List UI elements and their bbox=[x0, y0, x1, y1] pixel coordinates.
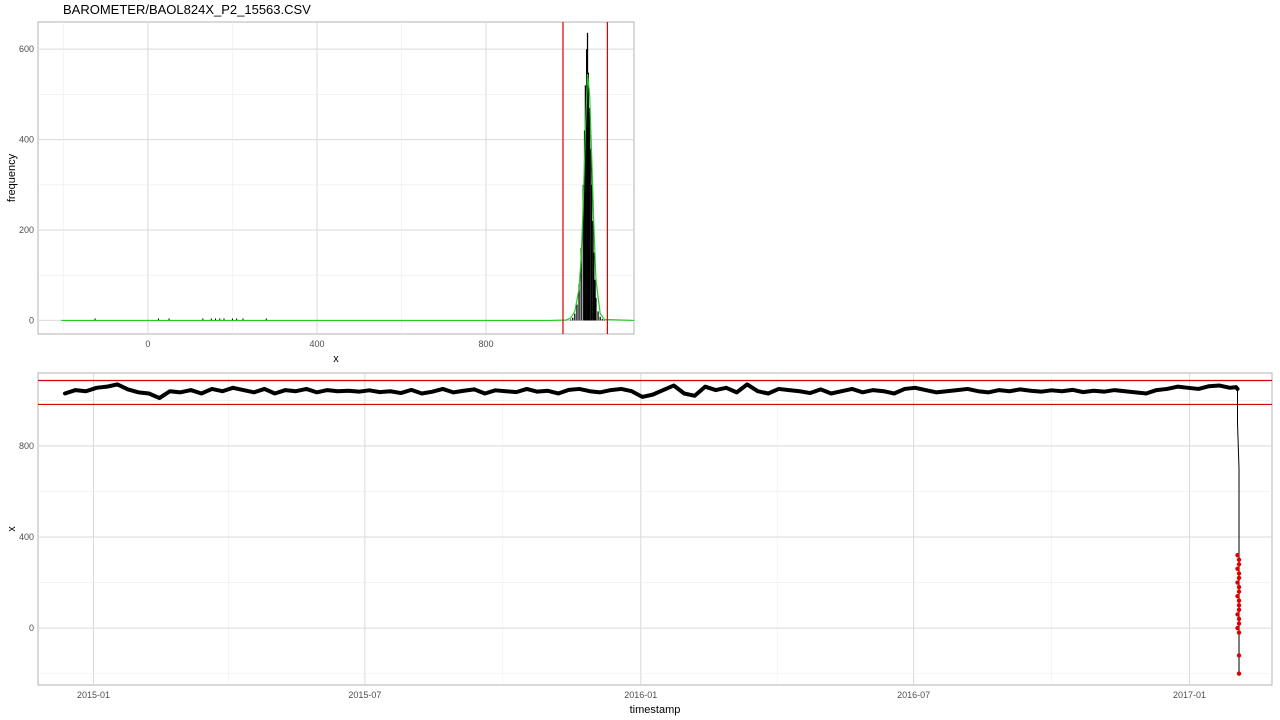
outlier-point bbox=[1236, 616, 1242, 622]
outlier-point bbox=[1236, 571, 1242, 576]
outlier-point bbox=[1236, 603, 1242, 608]
histogram-bar bbox=[574, 313, 576, 321]
x-tick-label: 2015-01 bbox=[77, 690, 110, 700]
histogram-bar bbox=[586, 49, 588, 321]
y-tick-label: 0 bbox=[29, 315, 34, 325]
histogram-bar bbox=[595, 297, 597, 321]
histogram-bar bbox=[580, 248, 582, 321]
timeseries-y-axis-title: x bbox=[6, 526, 18, 532]
x-tick-label: 2016-07 bbox=[897, 690, 930, 700]
x-tick-label: 800 bbox=[479, 339, 494, 349]
histogram-bar bbox=[592, 220, 594, 321]
y-tick-label: 400 bbox=[19, 135, 34, 145]
histogram-bar bbox=[576, 304, 578, 321]
outlier-point bbox=[1236, 607, 1242, 613]
histogram-bar bbox=[591, 184, 593, 321]
outlier-point bbox=[1236, 557, 1242, 562]
timeseries-x-ticks: 2015-01 2015-07 2016-01 2016-07 2017-01 bbox=[77, 690, 1206, 700]
x-tick-label: 2017-01 bbox=[1173, 690, 1206, 700]
timeseries-panel: 0 400 800 2015-01 2015-07 2016-01 2016-07 2017… bbox=[6, 372, 1273, 716]
histogram-bar bbox=[597, 311, 599, 321]
histogram-bar bbox=[582, 184, 584, 321]
histogram-bar bbox=[599, 316, 601, 321]
y-tick-label: 800 bbox=[19, 441, 34, 451]
outlier-point bbox=[1236, 671, 1242, 676]
histogram-bar bbox=[593, 252, 595, 321]
histogram-x-ticks: 0 400 800 bbox=[145, 339, 493, 349]
outlier-point bbox=[1235, 580, 1240, 585]
outlier-point bbox=[1236, 575, 1242, 581]
histogram-bar bbox=[603, 319, 606, 321]
outlier-point bbox=[1235, 566, 1240, 572]
outlier-point bbox=[1235, 593, 1240, 599]
outlier-point bbox=[1236, 630, 1242, 635]
y-tick-label: 400 bbox=[19, 532, 34, 542]
timeseries-plot-area bbox=[37, 372, 1273, 686]
histogram-bar bbox=[590, 148, 592, 321]
y-tick-label: 600 bbox=[19, 44, 34, 54]
chart-title: BAROMETER/BAOL824X_P2_15563.CSV bbox=[63, 2, 311, 17]
histogram-x-axis-title: x bbox=[333, 353, 339, 365]
outlier-point bbox=[1236, 584, 1242, 590]
x-tick-label: 400 bbox=[309, 339, 324, 349]
outlier-point bbox=[1235, 552, 1240, 558]
histogram-bar bbox=[578, 284, 580, 321]
outlier-point bbox=[1235, 625, 1240, 631]
timeseries-outliers bbox=[1235, 552, 1242, 676]
y-tick-label: 200 bbox=[19, 225, 34, 235]
histogram-bar bbox=[572, 317, 574, 321]
density-curve bbox=[61, 73, 635, 322]
histogram-bar bbox=[584, 85, 587, 321]
outlier-point bbox=[1236, 589, 1242, 594]
x-tick-label: 0 bbox=[145, 339, 150, 349]
timeseries-y-ticks: 0 400 800 bbox=[19, 441, 34, 633]
histogram-threshold-lines bbox=[562, 22, 608, 334]
histogram-bar bbox=[601, 319, 603, 321]
y-tick-label: 0 bbox=[29, 623, 34, 633]
histogram-y-axis-title: frequency bbox=[6, 153, 18, 202]
timeseries-threshold-lines bbox=[38, 379, 1272, 406]
outlier-point bbox=[1236, 621, 1242, 626]
histogram-y-ticks: 0 200 400 600 bbox=[19, 44, 34, 325]
x-tick-label: 2015-07 bbox=[348, 690, 381, 700]
histogram-plot-area bbox=[37, 21, 635, 335]
histogram-bar bbox=[586, 32, 589, 321]
outlier-point bbox=[1236, 653, 1242, 658]
histogram-panel: 0 200 400 600 0 400 800 x frequency bbox=[6, 21, 635, 365]
histogram-bar bbox=[588, 107, 591, 321]
histogram-bar bbox=[594, 279, 596, 321]
timeseries-gridlines bbox=[38, 373, 1272, 685]
histogram-bars bbox=[569, 32, 606, 321]
histogram-bar bbox=[569, 319, 572, 321]
histogram-bar bbox=[583, 130, 586, 321]
histogram-bar bbox=[587, 72, 589, 321]
outlier-point bbox=[1235, 612, 1240, 617]
outlier-point bbox=[1236, 562, 1242, 567]
timeseries-x-axis-title: timestamp bbox=[630, 704, 681, 716]
x-tick-label: 2016-01 bbox=[624, 690, 657, 700]
histogram-density-curve bbox=[61, 73, 635, 322]
series-line bbox=[62, 382, 1240, 401]
outlier-point bbox=[1236, 598, 1242, 603]
